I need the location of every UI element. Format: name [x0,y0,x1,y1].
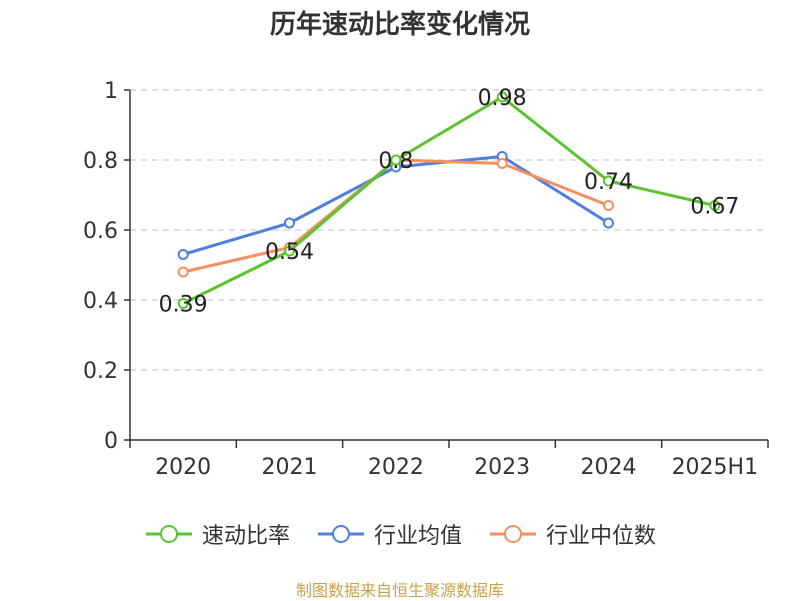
data-point [390,154,402,166]
data-label: 0.39 [159,293,208,318]
x-tick-label: 2022 [368,455,424,480]
x-tick-label: 2023 [474,455,530,480]
data-label: 0.67 [690,195,739,220]
data-point [496,158,508,169]
data-point [603,217,614,229]
legend-label: 速动比率 [201,524,290,549]
data-point [603,175,614,187]
y-tick-label: 0.4 [83,289,118,314]
x-tick-label: 2024 [581,455,637,480]
x-tick-label: 2021 [262,455,318,480]
x-tick-label: 2020 [155,455,211,480]
legend-label: 行业中位数 [546,524,657,549]
series-line [182,95,716,305]
legend-line-marker-icon [317,525,364,543]
data-point [177,249,189,260]
data-point [177,298,189,309]
data-label: 0.8 [378,149,413,174]
chart-title: 历年速动比率变化情况 [269,10,530,40]
grid-lines [130,89,768,371]
legend-item[interactable]: 速动比率 [144,518,290,550]
y-tick-label: 0 [104,429,118,454]
data-point [603,200,614,211]
legend-line-marker-icon [490,525,536,543]
source-note: 制图数据来自恒生聚源数据库 [295,581,504,600]
legend: 速动比率 行业均值 行业中位数 [0,518,800,550]
data-point [709,200,721,211]
data-labels: 0.39 0.54 0.8 0.98 0.74 0.67 [159,86,740,318]
y-tick-label: 1 [104,79,118,104]
series-0 [177,91,721,309]
legend-item[interactable]: 行业中位数 [488,518,656,550]
legend-line-marker-icon [145,525,192,543]
series-lines [177,91,721,309]
legend-label: 行业均值 [373,524,462,549]
series-line [182,158,610,274]
data-point [284,217,295,229]
data-label: 0.74 [584,170,633,195]
data-label: 0.54 [265,240,314,265]
y-tick-label: 0.8 [83,149,118,174]
y-tick-label: 0.2 [83,359,118,384]
data-point [496,91,508,103]
legend-item[interactable]: 行业均值 [316,518,462,550]
data-point [177,266,189,278]
data-label: 0.98 [478,86,527,111]
axes: 0 0.2 0.4 0.6 0.8 1 2020 2021 2022 2023 2024 2025H1 [83,79,769,480]
x-tick-label: 2025H1 [672,455,759,480]
data-point [284,245,295,257]
y-tick-label: 0.6 [83,219,118,244]
